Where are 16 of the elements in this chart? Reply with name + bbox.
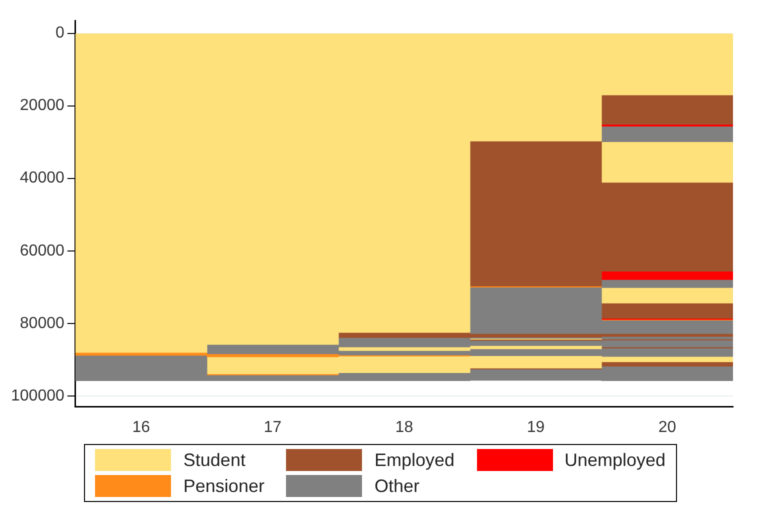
- x-tick-label: 18: [395, 418, 414, 436]
- legend-label: Employed: [374, 450, 455, 470]
- legend-label: Student: [183, 450, 246, 470]
- y-tick-label: 80000: [20, 314, 64, 332]
- y-tick-label: 20000: [20, 97, 64, 114]
- y-tick-label: 40000: [20, 170, 64, 187]
- legend-label: Unemployed: [564, 450, 666, 470]
- legend-label: Other: [374, 476, 420, 496]
- x-tick-label: 19: [526, 418, 545, 436]
- y-tick-label: 100000: [11, 387, 64, 404]
- y-tick-label: 0: [55, 24, 64, 42]
- x-tick-label: 16: [132, 418, 150, 436]
- x-tick-label: 20: [658, 418, 676, 436]
- x-tick-label: 17: [264, 418, 282, 436]
- legend-label: Pensioner: [183, 476, 264, 496]
- y-tick-label: 60000: [20, 242, 64, 260]
